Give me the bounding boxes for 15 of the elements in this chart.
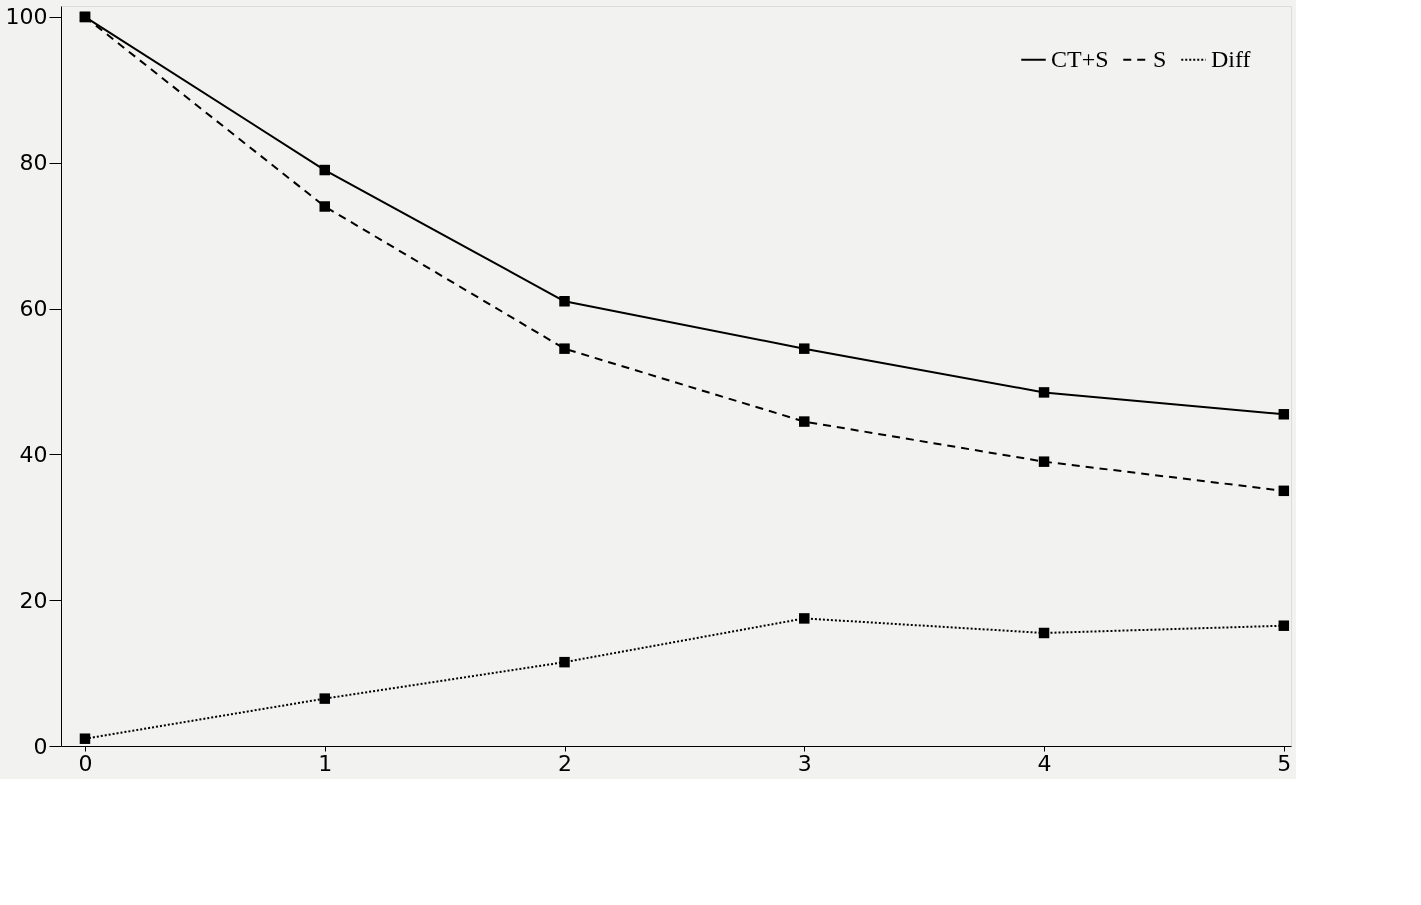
x-tick-label: 4 — [1037, 750, 1052, 776]
x-tick-label: 1 — [318, 750, 333, 776]
y-tick-label: 80 — [19, 150, 48, 176]
legend-label: S — [1153, 45, 1167, 72]
y-tick-label: 0 — [33, 733, 48, 759]
y-tick-label: 20 — [19, 587, 48, 613]
y-tick-label: 40 — [19, 441, 48, 467]
legend-label: CT+S — [1051, 45, 1109, 72]
x-tick-label: 3 — [797, 750, 812, 776]
x-tick-label: 5 — [1277, 750, 1292, 776]
x-tick-label: 2 — [558, 750, 573, 776]
y-tick-label: 60 — [19, 296, 48, 322]
x-tick-label: 0 — [78, 750, 93, 776]
y-tick-label: 100 — [5, 4, 48, 30]
legend-label: Diff — [1211, 45, 1251, 72]
